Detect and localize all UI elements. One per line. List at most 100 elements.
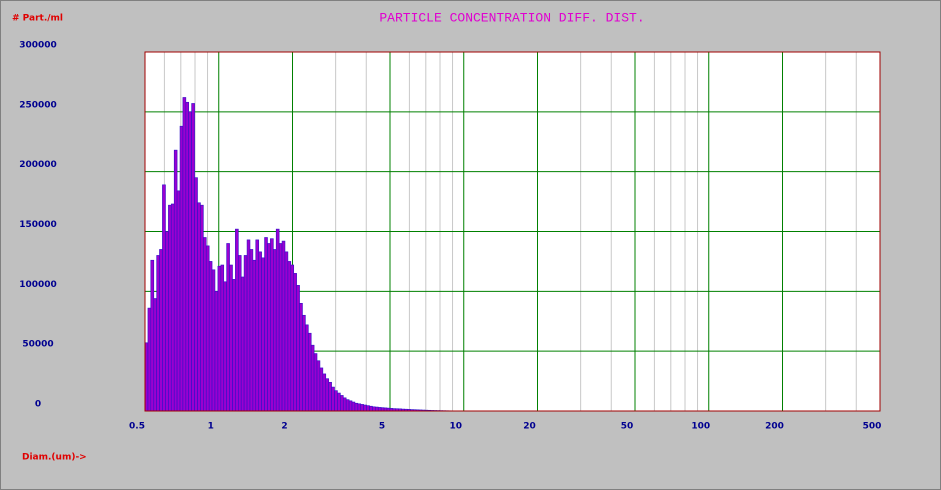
bar (214, 291, 219, 412)
bar (223, 281, 227, 412)
bar (363, 404, 367, 412)
bar (211, 269, 216, 412)
x-tick-label: 0.5 (129, 422, 145, 432)
bar (150, 259, 155, 412)
bar (278, 243, 283, 412)
bar (267, 243, 271, 412)
bar (270, 238, 274, 412)
bar (273, 249, 277, 412)
bar (342, 397, 347, 412)
bar (316, 360, 321, 412)
y-tick-label: 0 (35, 400, 41, 410)
bar (281, 240, 286, 412)
bar (258, 251, 262, 412)
bar (302, 314, 306, 412)
bar (366, 405, 370, 412)
bar (255, 239, 260, 412)
bar (249, 249, 254, 412)
bar (235, 228, 239, 412)
bars (144, 97, 461, 412)
bar (147, 307, 152, 412)
bar (340, 395, 344, 412)
bar (360, 404, 364, 412)
y-tick-label: 200000 (19, 160, 57, 170)
bar (197, 202, 201, 412)
x-tick-label: 1 (208, 422, 214, 432)
y-tick-label: 250000 (19, 100, 57, 110)
bar (325, 378, 329, 412)
x-tick-label: 2 (281, 422, 287, 432)
bar (296, 285, 300, 412)
plot-frame (144, 51, 881, 412)
bar (264, 237, 268, 412)
bar (217, 265, 222, 412)
bar (290, 264, 295, 412)
bar (173, 149, 178, 412)
bar (305, 324, 309, 412)
bar (229, 264, 233, 412)
bar (357, 403, 362, 412)
bar (194, 177, 198, 412)
y-tick-label: 50000 (22, 340, 53, 350)
bar (334, 390, 338, 412)
bar (322, 373, 327, 412)
bar (220, 264, 225, 412)
x-tick-label: 5 (379, 422, 385, 432)
bar (176, 190, 181, 412)
bar (261, 257, 265, 412)
bar (252, 259, 257, 412)
bar (348, 400, 353, 412)
bar (153, 298, 157, 412)
bar (243, 255, 248, 412)
bar (319, 367, 324, 412)
bar (351, 401, 356, 412)
bar (188, 111, 192, 412)
bar (185, 101, 190, 412)
bar (205, 245, 210, 412)
x-tick-label: 500 (863, 422, 882, 432)
bar (238, 255, 242, 412)
bar (369, 405, 373, 412)
x-tick-label: 200 (765, 422, 784, 432)
bar (191, 103, 195, 412)
bar (208, 261, 213, 412)
y-tick-label: 300000 (19, 41, 57, 51)
bar (380, 407, 385, 412)
y-axis-label: # Part./ml (12, 14, 63, 24)
chart-title: PARTICLE CONCENTRATION DIFF. DIST. (379, 10, 644, 25)
bar (165, 231, 169, 412)
bar (354, 402, 359, 412)
bar (203, 237, 207, 412)
bar (313, 353, 318, 412)
bar (307, 332, 312, 412)
x-tick-label: 20 (523, 422, 536, 432)
bar (179, 125, 184, 412)
bar (331, 386, 335, 412)
bar (170, 203, 175, 412)
y-tick-label: 100000 (19, 280, 57, 290)
x-tick-label: 50 (621, 422, 634, 432)
bar (232, 279, 236, 412)
bar (275, 228, 280, 412)
bar (284, 251, 289, 412)
bar (240, 276, 245, 412)
bar (345, 399, 350, 412)
y-tick-label: 150000 (19, 220, 57, 230)
bar (287, 261, 292, 412)
bar (372, 406, 376, 412)
bar (246, 239, 251, 412)
bar (226, 243, 230, 412)
bar (293, 273, 297, 412)
x-axis-label: Diam.(um)-> (22, 453, 87, 463)
bar (310, 344, 315, 412)
bar (299, 302, 303, 412)
x-tick-label: 100 (691, 422, 710, 432)
bar (337, 392, 341, 412)
bar (377, 407, 382, 412)
x-tick-label: 10 (449, 422, 462, 432)
bar (159, 249, 163, 412)
bar (162, 184, 166, 412)
bar (182, 97, 187, 412)
bar (168, 204, 172, 412)
